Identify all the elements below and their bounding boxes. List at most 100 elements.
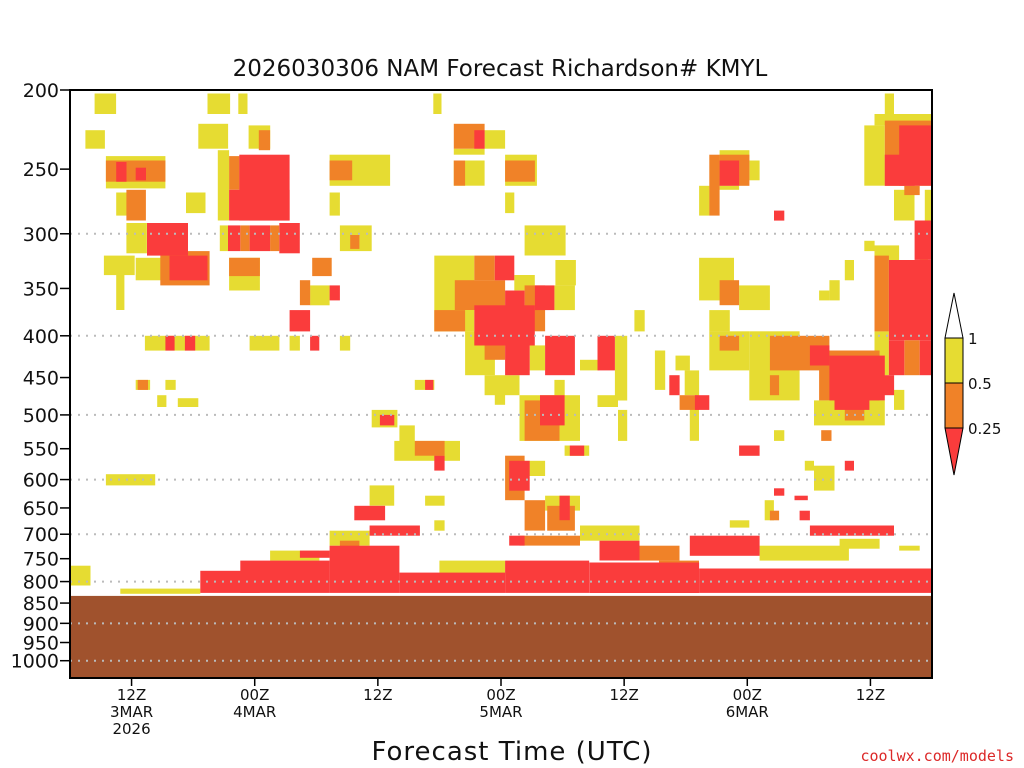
cell-0.5-1	[580, 359, 600, 371]
cell-0.5-1	[85, 130, 105, 149]
cell-0.25-0.5	[904, 340, 920, 376]
cell-below-0.25	[169, 255, 208, 281]
cell-below-0.25	[228, 225, 241, 252]
cell-below-0.25	[809, 525, 894, 536]
cell-0.5-1	[105, 474, 156, 486]
legend-label: 0.25	[968, 420, 1001, 438]
cell-0.5-1	[494, 379, 506, 405]
cell-0.5-1	[864, 125, 885, 186]
x-tick-label: 4MAR	[233, 703, 276, 721]
cell-0.25-0.5	[350, 235, 360, 249]
chart-title: 2026030306 NAM Forecast Richardson# KMYL	[233, 56, 768, 82]
cell-0.5-1	[238, 93, 248, 114]
cell-0.5-1	[709, 310, 730, 332]
y-tick-label: 200	[23, 80, 59, 102]
x-tick-label: 00Z	[733, 686, 762, 704]
cell-below-0.25	[794, 495, 808, 501]
cell-below-0.25	[310, 335, 320, 351]
cell-0.5-1	[186, 192, 206, 214]
cell-0.25-0.5	[679, 395, 700, 410]
cell-below-0.25	[509, 535, 525, 546]
cell-0.5-1	[116, 192, 127, 216]
cell-0.5-1	[654, 350, 666, 390]
cell-below-0.25	[739, 445, 760, 456]
legend-bin-0.5-1	[944, 337, 964, 384]
cell-below-0.25	[669, 375, 680, 396]
cell-0.5-1	[759, 370, 770, 396]
cell-below-0.25	[540, 395, 565, 426]
cell-0.25-0.5	[474, 255, 495, 281]
cell-below-0.25	[829, 355, 885, 401]
cell-below-0.25	[329, 285, 340, 301]
cell-0.5-1	[814, 465, 835, 491]
cell-0.5-1	[120, 588, 201, 594]
cell-0.5-1	[844, 260, 854, 281]
cell-0.5-1	[894, 389, 905, 410]
terrain-fill	[70, 595, 932, 678]
cell-0.5-1	[484, 130, 506, 149]
cell-0.25-0.5	[454, 280, 506, 310]
cell-below-0.25	[505, 290, 525, 332]
cell-0.25-0.5	[453, 160, 466, 186]
legend-bin-0.25-0.5	[944, 382, 964, 429]
y-tick-label: 900	[23, 613, 59, 635]
cell-0.5-1	[555, 260, 576, 286]
cell-below-0.25	[509, 460, 530, 491]
x-tick-label: 12Z	[609, 686, 638, 704]
cell-0.5-1	[249, 335, 280, 351]
cell-below-0.25	[505, 331, 530, 376]
cell-0.5-1	[874, 114, 932, 126]
cell-below-0.25	[165, 335, 175, 351]
x-tick-label: 12Z	[117, 686, 146, 704]
cell-0.5-1	[675, 355, 690, 371]
cell-below-0.25	[369, 525, 420, 536]
cell-0.25-0.5	[126, 189, 146, 221]
cell-below-0.25	[888, 260, 932, 341]
x-axis-label: Forecast Time (UTC)	[371, 737, 652, 767]
y-tick-label: 350	[23, 278, 59, 300]
cell-0.5-1	[829, 280, 840, 301]
cell-0.5-1	[414, 379, 435, 390]
cell-0.5-1	[864, 240, 875, 252]
cell-0.25-0.5	[719, 280, 740, 306]
cell-0.5-1	[207, 93, 231, 114]
cell-below-0.25	[474, 130, 485, 149]
cell-below-0.25	[569, 445, 585, 456]
cell-0.5-1	[554, 285, 575, 311]
heatmap-cells	[70, 93, 932, 594]
cell-0.5-1	[634, 310, 645, 332]
cell-0.5-1	[699, 185, 710, 216]
cell-below-0.25	[229, 189, 290, 221]
y-tick-label: 650	[23, 498, 59, 520]
cell-below-0.25	[289, 310, 311, 332]
cell-0.5-1	[580, 525, 640, 541]
cell-0.5-1	[329, 192, 340, 216]
cell-0.5-1	[217, 150, 230, 221]
cell-0.5-1	[425, 495, 445, 506]
cell-0.25-0.5	[299, 280, 311, 306]
y-tick-label: 1000	[11, 651, 59, 673]
cell-0.25-0.5	[414, 440, 445, 456]
legend-bin-above-1	[944, 292, 964, 339]
cell-0.25-0.5	[270, 225, 280, 252]
cell-0.5-1	[759, 545, 849, 561]
cell-below-0.25	[399, 572, 506, 593]
cell-below-0.25	[719, 160, 740, 186]
cell-below-0.25	[116, 162, 127, 182]
cell-0.5-1	[839, 538, 880, 549]
cell-0.25-0.5	[769, 375, 780, 396]
cell-below-0.25	[774, 210, 785, 221]
cell-below-0.25	[354, 505, 386, 521]
cell-0.5-1	[339, 335, 351, 351]
cell-0.5-1	[434, 520, 445, 531]
cell-0.5-1	[219, 225, 228, 252]
cell-0.5-1	[270, 550, 320, 561]
cell-below-0.25	[589, 562, 700, 593]
cell-0.5-1	[597, 395, 618, 407]
cell-0.5-1	[819, 290, 830, 301]
y-tick-label: 550	[23, 439, 59, 461]
cell-0.25-0.5	[821, 430, 832, 441]
cell-0.5-1	[689, 404, 699, 441]
cell-0.5-1	[524, 225, 566, 256]
cell-0.5-1	[103, 255, 135, 276]
